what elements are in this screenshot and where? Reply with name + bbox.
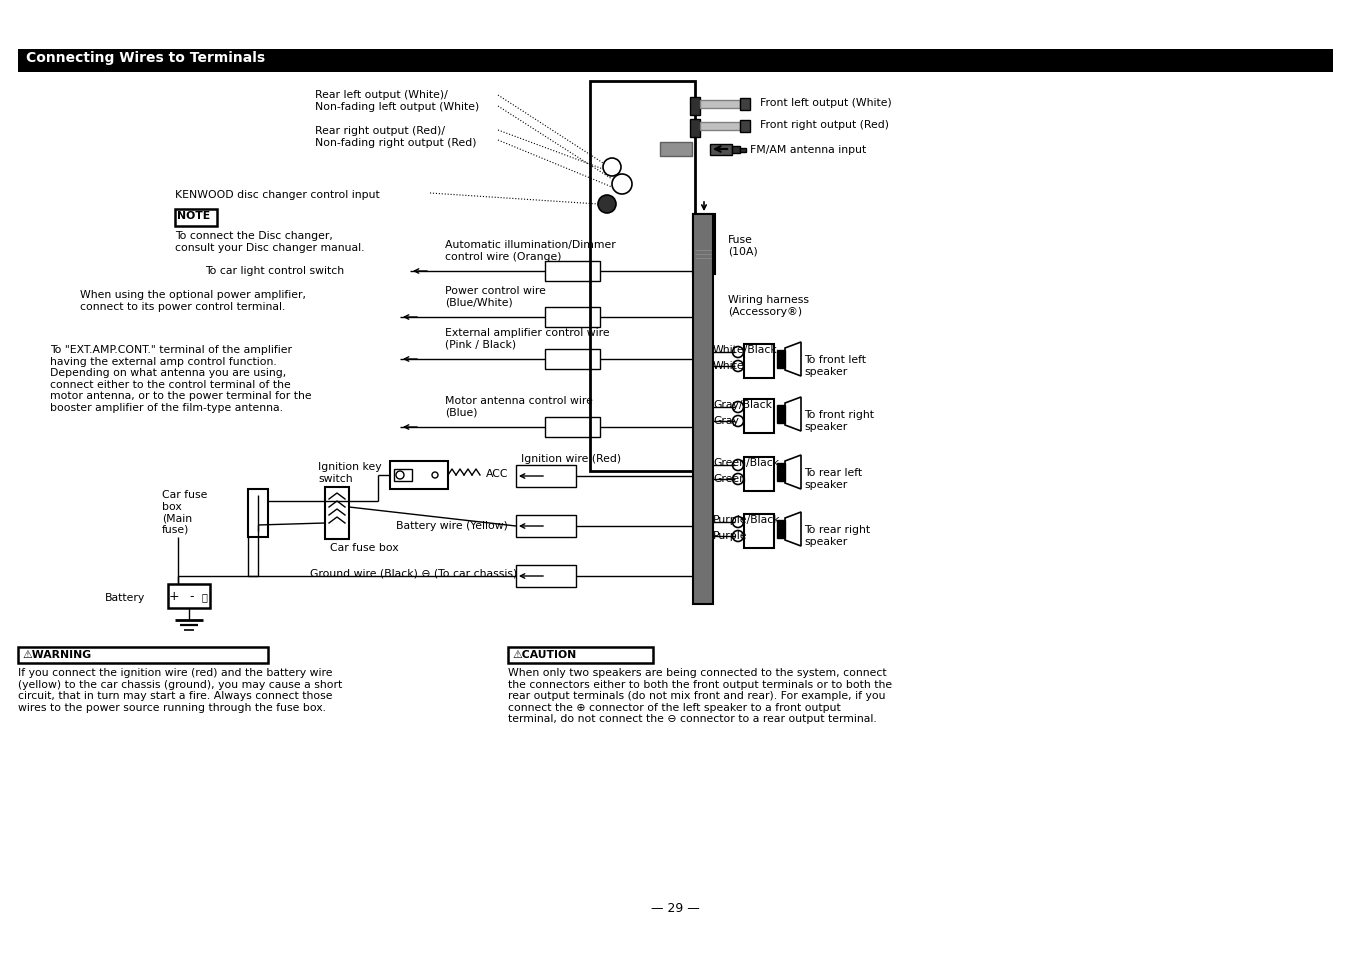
Bar bbox=[249, 490, 267, 537]
Text: If you connect the ignition wire (red) and the battery wire
(yellow) to the car : If you connect the ignition wire (red) a… bbox=[18, 667, 342, 712]
Text: Front right output (Red): Front right output (Red) bbox=[761, 120, 889, 130]
Text: Automatic illumination/Dimmer
control wire (Orange): Automatic illumination/Dimmer control wi… bbox=[444, 240, 616, 261]
Text: ⧈: ⧈ bbox=[201, 592, 207, 601]
Text: Fuse
(10A): Fuse (10A) bbox=[728, 234, 758, 256]
Bar bbox=[544, 308, 600, 328]
Text: Car fuse box: Car fuse box bbox=[330, 542, 399, 553]
Bar bbox=[18, 50, 1333, 73]
Text: Rear left output (White)/
Non-fading left output (White): Rear left output (White)/ Non-fading lef… bbox=[315, 90, 480, 112]
Bar bbox=[544, 262, 600, 282]
Text: Gray/Black: Gray/Black bbox=[713, 399, 771, 410]
Text: To front right
speaker: To front right speaker bbox=[804, 410, 874, 431]
Text: NOTE: NOTE bbox=[177, 211, 211, 221]
Bar bbox=[390, 461, 449, 490]
Text: White: White bbox=[713, 360, 744, 371]
Text: ⚠CAUTION: ⚠CAUTION bbox=[512, 649, 577, 659]
Bar bbox=[700, 123, 740, 131]
Text: Ignition key
switch: Ignition key switch bbox=[317, 461, 381, 483]
Bar bbox=[590, 82, 694, 472]
Text: Car fuse
box
(Main
fuse): Car fuse box (Main fuse) bbox=[162, 490, 207, 535]
Text: To rear left
speaker: To rear left speaker bbox=[804, 468, 862, 489]
Text: Battery: Battery bbox=[105, 593, 146, 602]
Bar bbox=[740, 99, 750, 111]
Bar bbox=[516, 565, 576, 587]
Bar bbox=[661, 143, 692, 157]
Text: Ground wire (Black) ⊖ (To car chassis): Ground wire (Black) ⊖ (To car chassis) bbox=[309, 568, 517, 578]
Bar bbox=[508, 647, 653, 663]
Bar bbox=[744, 345, 774, 378]
Bar bbox=[744, 399, 774, 434]
Bar bbox=[700, 101, 740, 109]
Text: ⚠WARNING: ⚠WARNING bbox=[22, 649, 91, 659]
Bar bbox=[744, 515, 774, 548]
Bar bbox=[740, 121, 750, 132]
Text: +: + bbox=[169, 590, 180, 603]
Text: Front left output (White): Front left output (White) bbox=[761, 98, 892, 108]
Bar bbox=[18, 647, 267, 663]
Bar bbox=[516, 465, 576, 488]
Bar bbox=[777, 463, 785, 481]
Text: Connecting Wires to Terminals: Connecting Wires to Terminals bbox=[26, 51, 265, 65]
Bar bbox=[690, 120, 700, 138]
Bar bbox=[394, 470, 412, 481]
Bar bbox=[168, 584, 209, 608]
Bar bbox=[744, 457, 774, 492]
Text: Purple/Black: Purple/Black bbox=[713, 515, 781, 524]
Text: Battery wire (Yellow): Battery wire (Yellow) bbox=[396, 520, 508, 531]
Bar bbox=[777, 520, 785, 538]
Bar bbox=[732, 147, 740, 153]
Bar bbox=[544, 417, 600, 437]
Text: Green/Black: Green/Black bbox=[713, 457, 780, 468]
Text: FM/AM antenna input: FM/AM antenna input bbox=[750, 145, 866, 154]
Text: Purple: Purple bbox=[713, 531, 747, 540]
Text: External amplifier control wire
(Pink / Black): External amplifier control wire (Pink / … bbox=[444, 328, 609, 349]
Bar bbox=[516, 516, 576, 537]
Text: To car light control switch: To car light control switch bbox=[205, 266, 345, 275]
Text: Gray: Gray bbox=[713, 416, 739, 426]
Text: Motor antenna control wire
(Blue): Motor antenna control wire (Blue) bbox=[444, 395, 593, 417]
Text: ACC: ACC bbox=[486, 469, 508, 478]
Bar bbox=[693, 214, 713, 604]
Bar bbox=[326, 488, 349, 539]
Text: Power control wire
(Blue/White): Power control wire (Blue/White) bbox=[444, 286, 546, 307]
Bar bbox=[777, 351, 785, 369]
Bar bbox=[690, 98, 700, 116]
Text: To connect the Disc changer,
consult your Disc changer manual.: To connect the Disc changer, consult you… bbox=[176, 231, 365, 253]
Text: Depending on what antenna you are using,
connect either to the control terminal : Depending on what antenna you are using,… bbox=[50, 368, 312, 413]
Circle shape bbox=[598, 195, 616, 213]
Text: KENWOOD disc changer control input: KENWOOD disc changer control input bbox=[176, 190, 380, 200]
Text: Rear right output (Red)/
Non-fading right output (Red): Rear right output (Red)/ Non-fading righ… bbox=[315, 126, 477, 148]
Bar bbox=[777, 406, 785, 423]
Text: Green: Green bbox=[713, 474, 746, 483]
Bar bbox=[544, 350, 600, 370]
Bar bbox=[693, 214, 715, 274]
Bar bbox=[740, 149, 746, 152]
Text: When using the optional power amplifier,
connect to its power control terminal.: When using the optional power amplifier,… bbox=[80, 290, 305, 312]
Text: To "EXT.AMP.CONT." terminal of the amplifier
having the external amp control fun: To "EXT.AMP.CONT." terminal of the ampli… bbox=[50, 345, 292, 366]
Text: — 29 —: — 29 — bbox=[651, 901, 700, 914]
Text: To front left
speaker: To front left speaker bbox=[804, 355, 866, 376]
Text: Wiring harness
(Accessory®): Wiring harness (Accessory®) bbox=[728, 294, 809, 316]
Bar bbox=[711, 145, 732, 156]
Text: When only two speakers are being connected to the system, connect
the connectors: When only two speakers are being connect… bbox=[508, 667, 892, 723]
Bar bbox=[176, 210, 218, 227]
Text: White/Black: White/Black bbox=[713, 345, 778, 355]
Text: To rear right
speaker: To rear right speaker bbox=[804, 524, 870, 546]
Text: -: - bbox=[189, 590, 195, 603]
Text: Ignition wire (Red): Ignition wire (Red) bbox=[521, 454, 621, 463]
